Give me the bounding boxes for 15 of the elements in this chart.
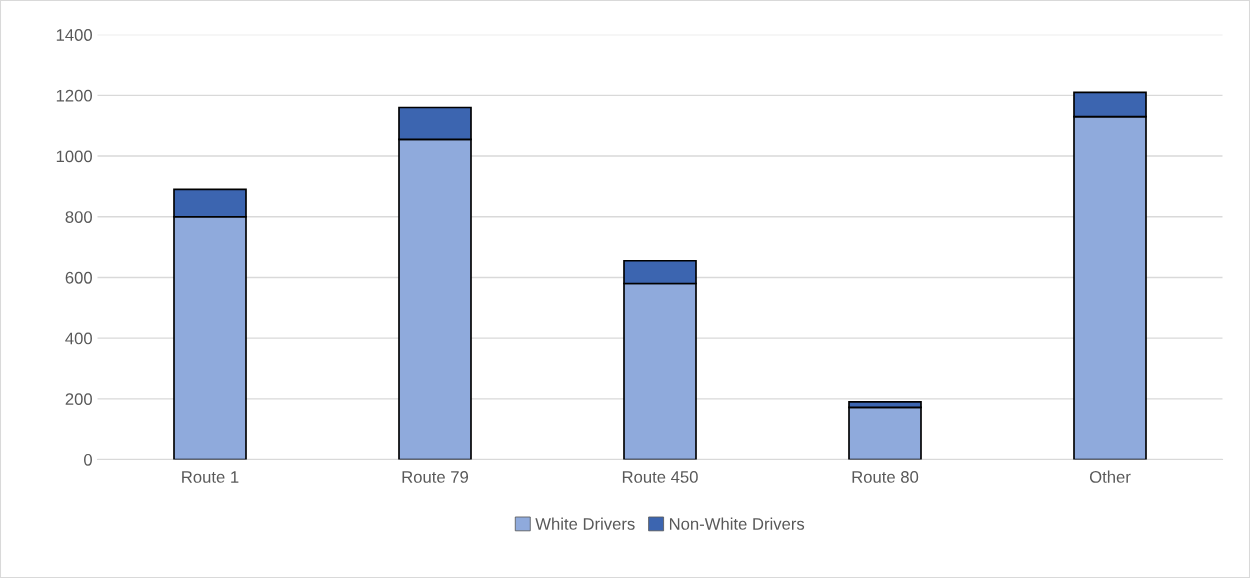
y-tick-label: 1400 <box>56 29 92 41</box>
x-tick-label: Route 79 <box>402 471 469 483</box>
y-tick-label: 1200 <box>56 89 92 102</box>
y-tick-label: 0 <box>84 453 92 466</box>
x-tick-label: Route 1 <box>182 471 239 483</box>
legend-label: Non-White Drivers <box>669 517 805 530</box>
x-tick-label: Other <box>1089 470 1131 483</box>
legend-label: White Drivers <box>535 517 635 530</box>
x-tick-label: Route 80 <box>852 471 919 483</box>
y-tick-label: 400 <box>65 332 92 345</box>
y-tick-label: 1000 <box>56 150 92 163</box>
x-tick-label: Route 450 <box>622 471 698 483</box>
y-tick-label: 200 <box>65 393 92 406</box>
y-tick-label: 600 <box>65 271 92 284</box>
y-tick-label: 800 <box>65 211 92 223</box>
